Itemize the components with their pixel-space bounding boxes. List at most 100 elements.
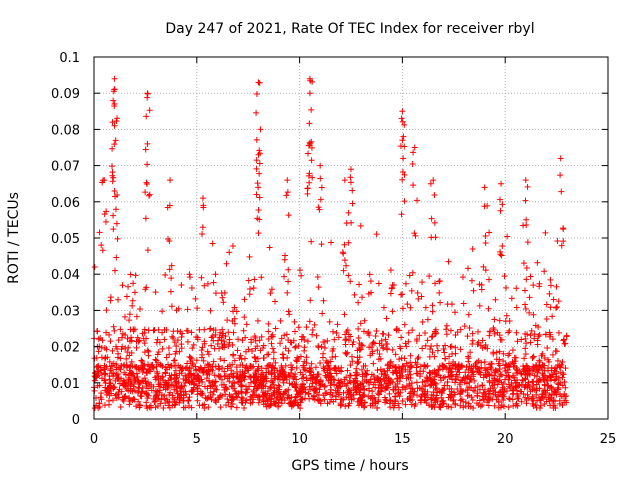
data-point (136, 337, 143, 344)
data-point (545, 358, 552, 365)
data-point (185, 397, 192, 404)
data-point (521, 301, 528, 308)
data-point (496, 348, 503, 355)
data-point (355, 299, 362, 306)
data-point (288, 403, 295, 410)
data-point (117, 355, 124, 362)
data-point (252, 337, 259, 344)
data-point (399, 384, 406, 391)
data-point (188, 329, 195, 336)
data-point (353, 365, 360, 372)
data-point (341, 177, 348, 184)
data-point (218, 376, 225, 383)
data-point (230, 329, 237, 336)
data-point (383, 315, 390, 322)
data-point (506, 350, 513, 357)
data-point (377, 355, 384, 362)
data-point (194, 397, 201, 404)
data-point (348, 219, 355, 226)
data-point (230, 351, 237, 358)
data-point (322, 390, 329, 397)
data-point (477, 342, 484, 349)
data-point (374, 404, 381, 411)
data-point (549, 313, 556, 320)
data-point (176, 370, 183, 377)
data-point (370, 360, 377, 367)
data-point (392, 351, 399, 358)
data-point (131, 326, 138, 333)
data-point (103, 307, 110, 314)
data-point (327, 391, 334, 398)
data-point (462, 399, 469, 406)
data-point (341, 241, 348, 248)
data-point (240, 327, 247, 334)
data-point (108, 369, 115, 376)
data-point (349, 200, 356, 207)
data-point (374, 390, 381, 397)
data-point (496, 317, 503, 324)
data-point (284, 289, 291, 296)
data-point (358, 341, 365, 348)
data-point (178, 281, 185, 288)
data-point (113, 343, 120, 350)
data-point (231, 304, 238, 311)
data-point (512, 354, 519, 361)
data-point (278, 369, 285, 376)
data-point (298, 272, 305, 279)
data-point (139, 362, 146, 369)
data-point (319, 354, 326, 361)
data-point (246, 291, 253, 298)
data-point (499, 201, 506, 208)
data-point (388, 285, 395, 292)
data-point (285, 371, 292, 378)
data-point (333, 370, 340, 377)
data-point (370, 339, 377, 346)
data-point (418, 385, 425, 392)
data-point (432, 330, 439, 337)
data-point (368, 344, 375, 351)
data-point (109, 145, 116, 152)
data-point (413, 338, 420, 345)
data-point (369, 348, 376, 355)
data-point (341, 311, 348, 318)
data-point (306, 179, 313, 186)
data-point (522, 350, 529, 357)
data-point (553, 373, 560, 380)
data-point (399, 176, 406, 183)
data-point (415, 295, 422, 302)
data-point (439, 362, 446, 369)
data-point (511, 377, 518, 384)
data-point (163, 379, 170, 386)
data-point (354, 398, 361, 405)
data-point (352, 386, 359, 393)
data-point (551, 377, 558, 384)
data-point (224, 363, 231, 370)
data-point (476, 369, 483, 376)
x-tick-label: 25 (600, 432, 617, 447)
data-point (398, 334, 405, 341)
x-tick-label: 20 (497, 432, 514, 447)
data-point (321, 338, 328, 345)
data-point (110, 212, 117, 219)
data-point (121, 381, 128, 388)
data-point (355, 402, 362, 409)
data-point (427, 180, 434, 187)
data-point (107, 338, 114, 345)
data-point (230, 394, 237, 401)
data-point (222, 391, 229, 398)
data-point (206, 377, 213, 384)
data-point (209, 240, 216, 247)
data-point (292, 371, 299, 378)
data-point (285, 308, 292, 315)
data-point (389, 282, 396, 289)
data-point (424, 388, 431, 395)
data-point (500, 358, 507, 365)
data-point (255, 207, 262, 214)
data-point (437, 299, 444, 306)
data-point (277, 340, 284, 347)
data-point (135, 398, 142, 405)
data-point (292, 399, 299, 406)
data-point (523, 276, 530, 283)
data-point (495, 360, 502, 367)
data-point (301, 358, 308, 365)
